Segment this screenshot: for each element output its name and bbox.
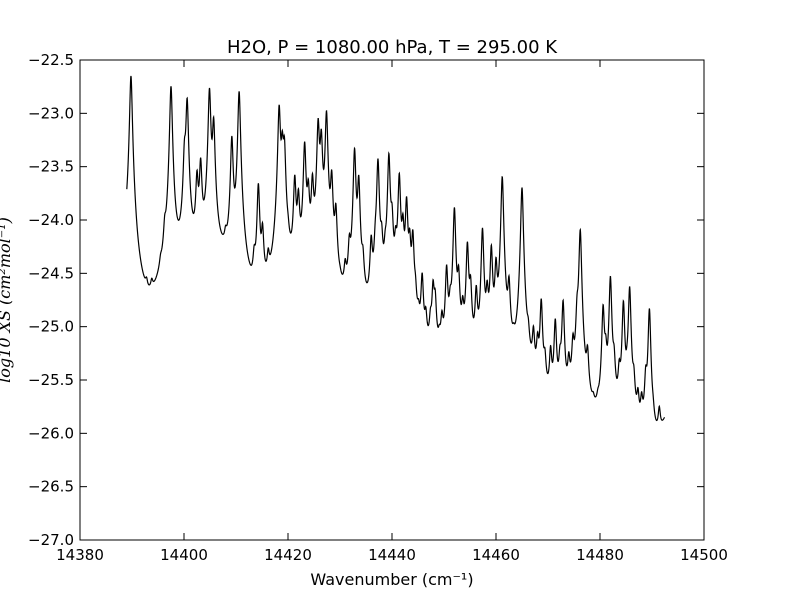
y-tick-label: −25.0 [28,318,74,336]
x-tick-label: 14440 [368,546,416,564]
y-axis-ticks: −27.0 −26.5 −26.0 −25.5 −25.0 −24.5 −24.0 −23.5… [28,51,704,549]
x-tick-label: 14500 [680,546,728,564]
series-layer [126,75,666,422]
y-tick-label: −25.5 [28,371,74,389]
chart-title: H2O, P = 1080.00 hPa, T = 295.00 K [227,37,558,58]
y-tick-label: −23.0 [28,104,74,122]
plot-frame [79,59,705,541]
y-axis-label: log10 XS (cm²mol⁻¹) [0,217,14,383]
spectrum-line [126,75,666,422]
y-tick-label: −26.5 [28,478,74,496]
y-tick-label: −24.0 [28,211,74,229]
y-tick-label: −23.5 [28,158,74,176]
y-tick-label: −26.0 [28,424,74,442]
x-tick-label: 14460 [472,546,520,564]
x-tick-label: 14480 [576,546,624,564]
x-tick-label: 14420 [264,546,312,564]
y-tick-label: −27.0 [28,531,74,549]
y-tick-label: −22.5 [28,51,74,69]
x-tick-label: 14400 [160,546,208,564]
x-tick-label: 14380 [56,546,104,564]
y-tick-label: −24.5 [28,264,74,282]
x-axis-label: Wavenumber (cm⁻¹) [310,570,473,589]
